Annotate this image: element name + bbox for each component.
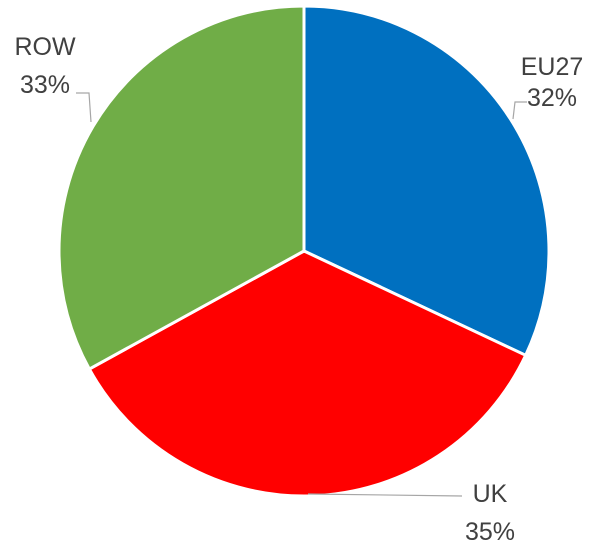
data-label-percent-row: 33% [20, 71, 70, 99]
leader-line-eu27 [512, 101, 527, 120]
slices-layer [57, 4, 551, 498]
data-labels-layer: EU27 32% UK 35% ROW 33% [14, 33, 583, 546]
leader-line-row [76, 92, 92, 123]
leader-line-uk [307, 493, 463, 497]
pie-slice-eu27 [302, 4, 551, 357]
pie-slice-row [57, 4, 306, 371]
pie-slice-uk [87, 249, 528, 498]
data-label-percent-eu27: 32% [527, 84, 577, 112]
leader-lines-layer [76, 92, 527, 497]
data-label-category-uk: UK [473, 480, 508, 508]
data-label-percent-uk: 35% [465, 518, 515, 546]
data-label-category-eu27: EU27 [521, 53, 584, 81]
data-label-category-row: ROW [14, 33, 76, 61]
